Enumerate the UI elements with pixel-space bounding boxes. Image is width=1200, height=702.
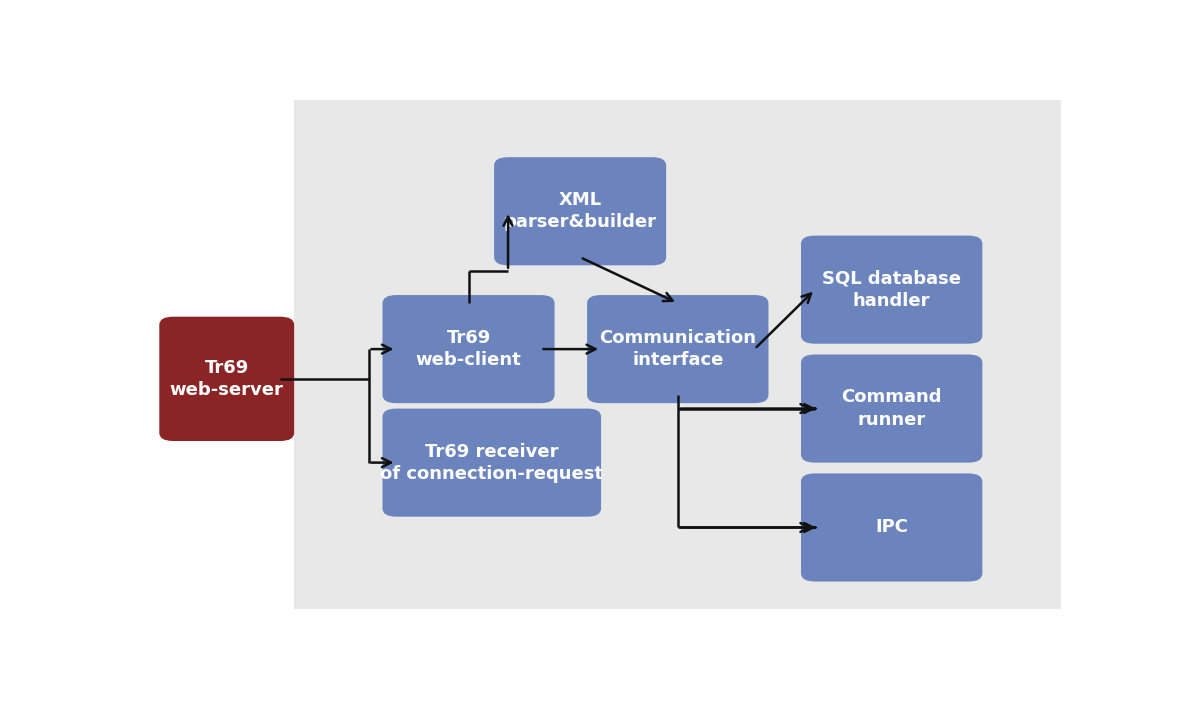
FancyBboxPatch shape: [802, 355, 983, 463]
FancyBboxPatch shape: [160, 317, 294, 441]
FancyBboxPatch shape: [383, 409, 601, 517]
FancyBboxPatch shape: [802, 473, 983, 581]
FancyBboxPatch shape: [802, 236, 983, 344]
FancyBboxPatch shape: [294, 100, 1062, 609]
Text: Tr69
web-server: Tr69 web-server: [169, 359, 283, 399]
Text: SQL database
handler: SQL database handler: [822, 270, 961, 310]
Text: Command
runner: Command runner: [841, 388, 942, 429]
FancyBboxPatch shape: [587, 295, 768, 403]
Text: Communication
interface: Communication interface: [599, 329, 756, 369]
Text: Tr69
web-client: Tr69 web-client: [415, 329, 522, 369]
Text: IPC: IPC: [875, 519, 908, 536]
FancyBboxPatch shape: [383, 295, 554, 403]
FancyBboxPatch shape: [494, 157, 666, 265]
Text: XML
parser&builder: XML parser&builder: [504, 191, 656, 232]
Text: Tr69 receiver
of connection-request: Tr69 receiver of connection-request: [380, 442, 604, 483]
